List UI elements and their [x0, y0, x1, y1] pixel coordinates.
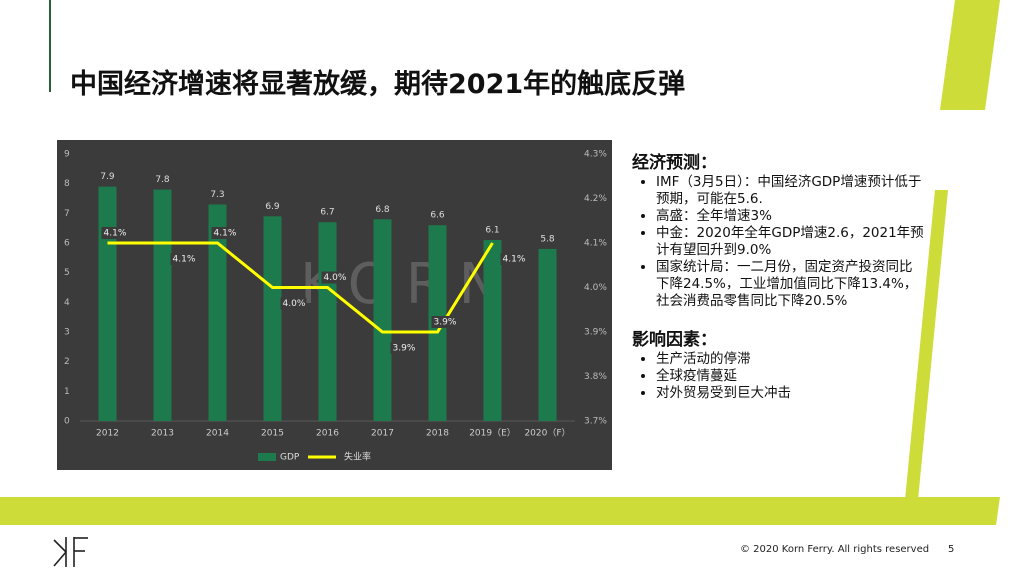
label-background — [500, 253, 527, 265]
bar-value-label: 6.1 — [485, 226, 499, 236]
x-tick-label: 2017 — [371, 429, 394, 439]
y-tick-label: 3 — [64, 328, 70, 338]
line-value-label: 4.0% — [324, 273, 347, 283]
bar-value-label: 6.8 — [375, 205, 390, 215]
line — [107, 241, 494, 334]
bullet-list: 生产活动的停滞全球疫情蔓延对外贸易受到巨大冲击 — [632, 351, 924, 402]
bullet-item: 国家统计局：一二月份，固定资产投资同比下降24.5%，工业增加值同比下降13.4… — [656, 259, 924, 310]
label-background — [211, 227, 238, 239]
decor-stripe — [940, 0, 1000, 110]
bar — [373, 219, 392, 421]
x-tick-label: 2019（E） — [469, 428, 516, 439]
y2-tick-label: 4.3% — [584, 150, 607, 160]
label-background — [280, 297, 307, 310]
chart: KORN01234567893.7%3.8%3.9%4.0%4.1%4.2%4.… — [57, 140, 612, 470]
x-tick-label: 2020（F） — [524, 428, 570, 439]
x-tick-label: 2012 — [96, 429, 119, 439]
y2-tick-label: 4.0% — [584, 283, 607, 293]
line-value-label: 4.1% — [214, 229, 237, 239]
line-value-label: 4.1% — [173, 255, 196, 265]
section-heading: 影响因素： — [632, 330, 717, 350]
bullet-item: 对外贸易受到巨大冲击 — [656, 385, 924, 402]
bar-value-label: 5.8 — [540, 234, 555, 244]
y2-tick-label: 3.9% — [584, 328, 607, 338]
y2-tick-label: 3.8% — [584, 372, 607, 382]
section-heading: 经济预测： — [632, 153, 717, 173]
bar-value-label: 7.9 — [100, 172, 115, 182]
y-tick-label: 5 — [64, 268, 70, 278]
line-value-label: 4.1% — [503, 255, 526, 265]
bar — [483, 240, 502, 421]
y-tick-label: 0 — [64, 417, 70, 427]
bullet-list: IMF（3月5日）：中国经济GDP增速预计低于预期，可能在5.6.高盛：全年增速… — [632, 174, 924, 310]
bar — [153, 189, 172, 421]
bar — [263, 216, 282, 421]
bar-value-label: 7.8 — [155, 175, 170, 185]
text-panel: 经济预测：IMF（3月5日）：中国经济GDP增速预计低于预期，可能在5.6.高盛… — [632, 155, 924, 424]
label-background — [390, 342, 417, 354]
x-tick-label: 2018 — [426, 429, 449, 439]
y2-tick-label: 4.2% — [584, 194, 607, 204]
y-tick-label: 2 — [64, 357, 70, 367]
bullet-item: IMF（3月5日）：中国经济GDP增速预计低于预期，可能在5.6. — [656, 174, 924, 208]
bullet-item: 生产活动的停滞 — [656, 351, 924, 368]
y-tick-label: 9 — [64, 150, 70, 160]
bar-value-label: 6.6 — [430, 211, 445, 221]
y-tick-label: 1 — [64, 387, 70, 397]
copyright: © 2020 Korn Ferry. All rights reserved — [740, 544, 930, 555]
x-tick-label: 2014 — [206, 429, 229, 439]
bar-value-label: 7.3 — [210, 190, 224, 200]
y2-tick-label: 3.7% — [584, 417, 607, 427]
bar — [98, 186, 117, 421]
legend-label: 失业率 — [344, 451, 371, 463]
bullet-item: 中金：2020年全年GDP增速2.6，2021年预计有望回升到9.0% — [656, 225, 924, 259]
x-tick-label: 2013 — [151, 429, 174, 439]
decor-band — [0, 497, 1000, 525]
label-background — [170, 253, 197, 265]
bar — [318, 222, 337, 421]
decor-stripe — [905, 190, 948, 500]
line-value-label: 4.1% — [104, 229, 127, 239]
y-tick-label: 7 — [64, 209, 70, 219]
bar — [208, 204, 227, 421]
bar-value-label: 6.7 — [320, 208, 334, 218]
line-value-label: 3.9% — [393, 344, 416, 354]
y-tick-label: 6 — [64, 239, 70, 249]
slide-title: 中国经济增速将显著放缓，期待2021年的触底反弹 — [70, 69, 686, 100]
label-background — [431, 316, 458, 328]
bullet-item: 全球疫情蔓延 — [656, 368, 924, 385]
legend-swatch — [258, 453, 276, 461]
x-tick-label: 2016 — [316, 429, 339, 439]
y-tick-label: 4 — [64, 298, 70, 308]
label-background — [101, 227, 128, 239]
line-value-label: 4.0% — [283, 299, 306, 309]
line-value-label: 3.9% — [434, 318, 457, 328]
logo — [53, 537, 88, 567]
y2-tick-label: 4.1% — [584, 239, 607, 249]
bar — [538, 248, 557, 421]
y-tick-label: 8 — [64, 179, 70, 189]
x-tick-label: 2015 — [261, 429, 284, 439]
bar-value-label: 6.9 — [265, 202, 280, 212]
bullet-item: 高盛：全年增速3% — [656, 208, 924, 225]
legend-label: GDP — [280, 453, 300, 463]
label-background — [321, 271, 348, 284]
page-number: 5 — [948, 544, 955, 555]
